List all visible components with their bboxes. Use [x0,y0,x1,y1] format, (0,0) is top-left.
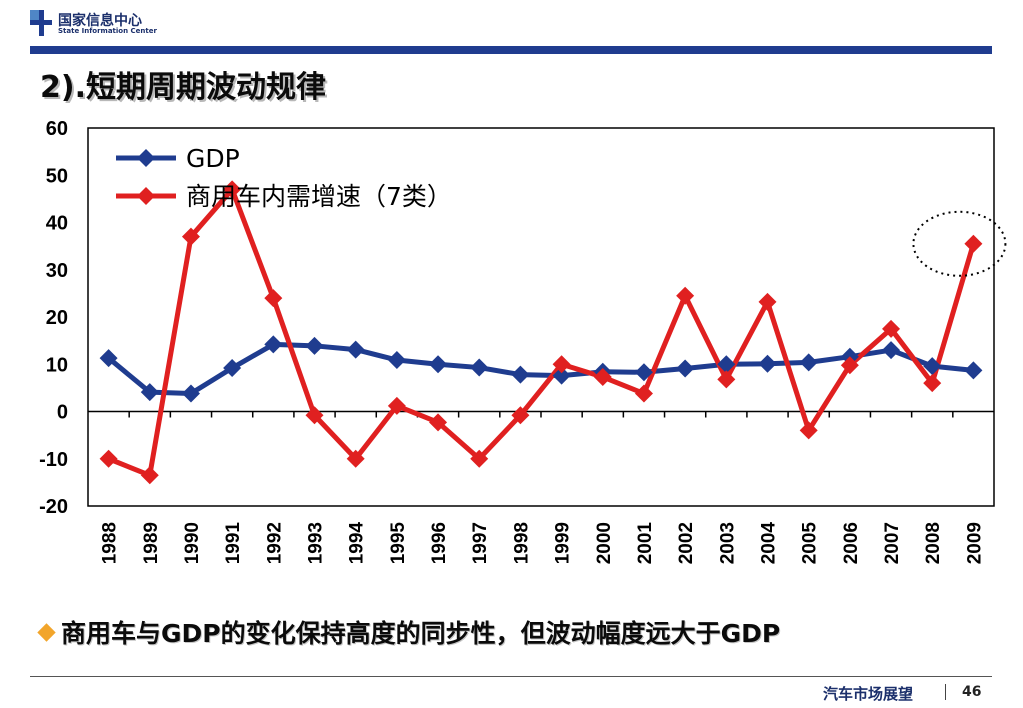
commercial-vehicle-data-point [552,355,571,374]
commercial-vehicle-data-point [181,227,200,246]
x-tick-label: 1998 [511,522,532,564]
y-tick-label: 50 [46,165,68,187]
gdp-data-point [223,359,242,378]
legend-commercial-vehicle-marker [137,187,155,205]
commercial-vehicle-data-point [676,286,695,305]
x-tick-label: 1989 [141,522,162,564]
x-tick-label: 1999 [553,522,574,564]
x-tick-label: 1997 [470,522,491,564]
commercial-vehicle-data-point [882,319,901,338]
commercial-vehicle-series-line [107,186,976,478]
org-name-cn: 国家信息中心 [58,13,142,29]
gdp-data-point [634,363,653,382]
gdp-series-line [106,341,974,397]
commercial-vehicle-data-point [470,449,489,468]
commercial-vehicle-data-point [346,449,365,468]
commercial-vehicle-data-point [840,356,859,375]
x-tick-label: 1990 [182,522,203,564]
gdp-data-point [882,341,901,360]
commercial-vehicle-data-point [799,421,818,440]
x-tick-label: 2007 [882,522,903,564]
y-tick-label: -10 [39,449,68,471]
x-tick-label: 2006 [841,522,862,564]
commercial-vehicle-data-point [758,292,777,311]
gdp-data-point [181,384,200,403]
footer-label: 汽车市场展望 [823,685,914,703]
gdp-data-point [264,335,283,354]
gdp-data-point [470,358,489,377]
commercial-vehicle-data-point [305,406,324,425]
x-tick-label: 1993 [306,522,327,564]
x-tick-label: 2002 [676,522,697,564]
x-tick-label: 2004 [759,522,780,565]
gdp-data-point [758,354,777,373]
footer-rule [30,676,992,677]
commercial-vehicle-data-point [140,466,159,485]
legend-commercial-vehicle-label: 商用车内需增速（7类） [186,182,452,211]
commercial-vehicle-data-point [593,368,612,387]
slide-title: 2).短期周期波动规律 [40,70,326,105]
x-tick-label: 1988 [100,522,121,564]
footer-separator [945,684,946,700]
gdp-data-point [429,355,448,374]
y-tick-label: 60 [46,118,68,140]
gdp-data-point [140,383,159,402]
x-tick-label: 1992 [264,522,285,564]
commercial-vehicle-data-point [964,234,983,253]
gdp-data-point [923,357,942,376]
legend-gdp-label: GDP [186,144,240,173]
gdp-data-point [387,350,406,369]
x-tick-label: 1995 [388,522,409,565]
commercial-vehicle-data-point [264,289,283,308]
x-tick-label: 2001 [635,522,656,565]
commercial-vehicle-data-point [923,374,942,393]
org-name-en: State Information Center [58,27,157,35]
y-tick-label: -20 [39,496,68,518]
commercial-vehicle-data-point [717,370,736,389]
x-tick-label: 2003 [717,522,738,564]
logo-mark [30,10,52,36]
bullet-line: 商用车与GDP的变化保持高度的同步性，但波动幅度远大于GDP [37,614,781,650]
gdp-data-point [717,355,736,374]
y-tick-label: 30 [46,260,68,282]
commercial-vehicle-data-point [511,406,530,425]
gdp-data-point [346,340,365,359]
gdp-data-point [552,366,571,385]
gdp-data-point [99,349,118,368]
highlight-circle [912,210,1007,277]
bullet-text: 商用车与GDP的变化保持高度的同步性，但波动幅度远大于GDP [61,619,781,648]
gdp-data-point [799,353,818,372]
x-tick-label: 1996 [429,522,450,564]
gdp-data-point [676,359,695,378]
legend-gdp-marker [137,149,155,167]
page-number: 46 [962,684,982,700]
y-tick-label: 0 [57,402,68,424]
gdp-data-point [964,361,983,380]
x-tick-label: 2005 [800,522,821,565]
commercial-vehicle-data-point [223,180,242,199]
diamond-bullet-icon [37,623,56,642]
commercial-vehicle-data-point [634,384,653,403]
x-tick-label: 2000 [594,522,615,564]
x-tick-label: 2009 [964,522,985,564]
x-tick-label: 1994 [347,522,368,565]
commercial-vehicle-data-point [387,396,406,415]
gdp-data-point [511,365,530,384]
gdp-data-point [305,336,324,355]
commercial-vehicle-data-point [429,413,448,432]
header-bar [30,46,992,54]
plot-area-frame [87,127,995,507]
y-tick-label: 10 [46,354,68,376]
x-tick-label: 1991 [223,522,244,565]
x-tick-label: 2008 [923,522,944,564]
y-tick-label: 40 [46,213,68,235]
commercial-vehicle-data-point [99,449,118,468]
y-tick-label: 20 [46,307,68,329]
